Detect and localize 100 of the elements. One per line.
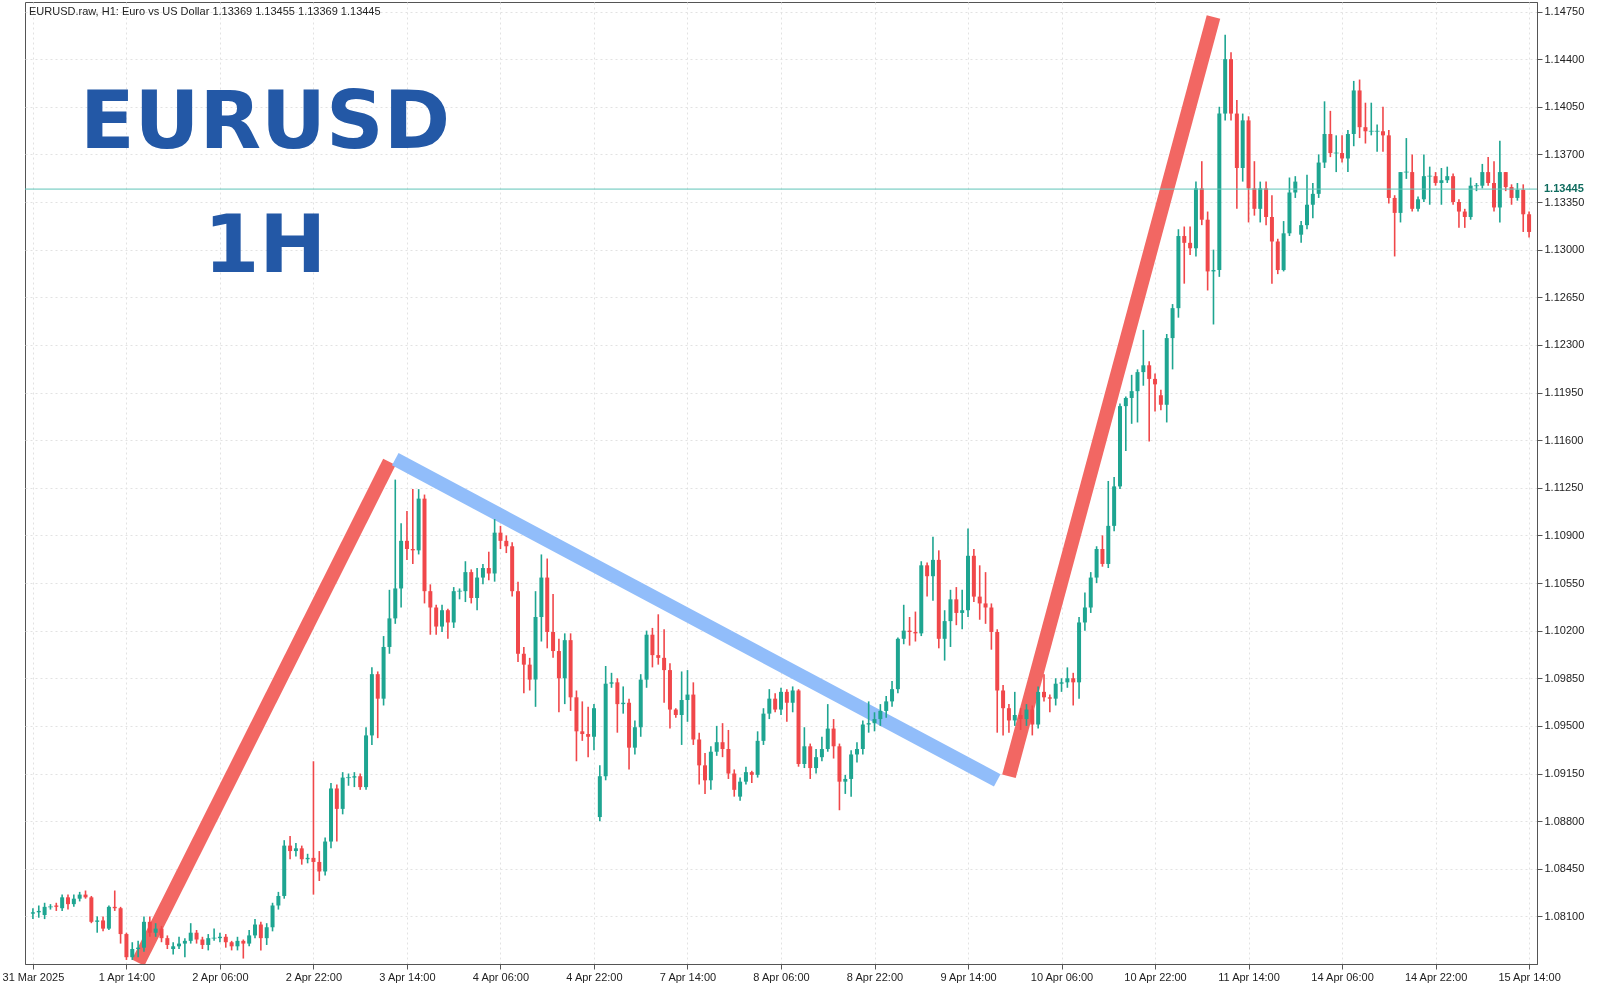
annotation: EURUSD.raw, H1: Euro vs US Dollar 1.13369 1.13455 1.13369 1.13445 <box>29 5 381 17</box>
candlestick <box>1135 368 1140 424</box>
candlestick <box>1123 395 1128 452</box>
x-tick-label: 14 Apr 22:00 <box>1404 970 1468 983</box>
x-tick-label: 15 Apr 14:00 <box>1498 970 1561 983</box>
candlestick <box>779 686 783 716</box>
x-tick-label: 2 Apr 06:00 <box>192 970 249 983</box>
candlestick <box>1456 198 1461 229</box>
y-tick-label: 1.10900 <box>1544 528 1585 541</box>
candlestick <box>738 776 743 802</box>
x-tick-label: 7 Apr 14:00 <box>659 970 717 983</box>
candlestick <box>1486 156 1491 187</box>
candlestick <box>404 510 409 561</box>
candlestick <box>1310 182 1315 220</box>
candlestick <box>211 927 217 942</box>
candlestick <box>1071 672 1076 707</box>
candlestick <box>1158 388 1163 411</box>
candlestick <box>983 571 988 625</box>
candlestick <box>171 941 176 956</box>
y-tick-label: 1.10550 <box>1544 576 1585 589</box>
candlestick <box>253 918 258 939</box>
y-tick-label: 1.14050 <box>1544 100 1585 113</box>
x-tick-label: 3 Apr 14:00 <box>379 970 436 983</box>
candlestick <box>1053 677 1058 707</box>
candlestick <box>925 561 930 598</box>
candlestick <box>498 525 503 550</box>
candlestick <box>264 922 269 946</box>
candlestick <box>1527 210 1532 239</box>
candlestick <box>30 907 35 920</box>
candlestick <box>884 695 889 719</box>
candlestick <box>527 657 532 692</box>
candlestick <box>1030 704 1035 737</box>
candlestick <box>480 563 485 586</box>
x-tick-label: 11 Apr 14:00 <box>1218 970 1280 983</box>
candlestick <box>878 703 883 727</box>
candlestick <box>311 760 316 896</box>
candlestick <box>1333 134 1339 173</box>
candlestick <box>720 722 725 758</box>
x-tick-label: 9 Apr 14:00 <box>940 970 997 983</box>
candlestick <box>334 783 339 843</box>
candlestick <box>1082 591 1087 632</box>
candlestick <box>521 646 526 695</box>
candlestick <box>288 835 293 861</box>
candlestick <box>960 589 965 631</box>
candlestick <box>825 703 830 753</box>
candlestick <box>1182 225 1187 285</box>
candlestick <box>317 850 322 882</box>
candlestick <box>1065 666 1070 689</box>
x-tick-label: 1 Apr 14:00 <box>98 970 156 983</box>
candlestick <box>463 560 468 603</box>
candlestick <box>580 700 585 742</box>
candlestick <box>831 718 836 760</box>
x-tick-label: 8 Apr 22:00 <box>846 970 904 983</box>
candlestick <box>486 550 491 582</box>
x-tick-label: 4 Apr 22:00 <box>566 970 623 983</box>
candlestick <box>106 904 111 931</box>
candlestick <box>650 627 655 669</box>
candlestick <box>428 583 433 636</box>
candlestick <box>732 768 737 798</box>
candlestick <box>814 748 819 775</box>
y-tick-label: 1.11600 <box>1544 433 1584 446</box>
x-tick-label: 8 Apr 06:00 <box>753 970 810 983</box>
candlestick <box>901 603 906 646</box>
candlestick <box>241 938 246 960</box>
candlestick <box>866 700 871 734</box>
y-tick-label: 1.08800 <box>1544 814 1585 827</box>
candlestick <box>784 688 789 723</box>
y-tick-label: 1.09850 <box>1544 671 1585 684</box>
candlestick <box>1462 208 1467 229</box>
candlestick <box>942 609 947 662</box>
candlestick <box>954 586 959 626</box>
candlestick <box>1328 110 1333 158</box>
candlestick <box>147 915 152 938</box>
candlestick <box>773 692 778 714</box>
candlestick <box>1006 703 1011 734</box>
y-tick-label: 1.14750 <box>1544 5 1585 18</box>
candlestick <box>819 735 824 763</box>
candlestick <box>586 706 591 758</box>
candlestick <box>54 901 59 912</box>
candlestick <box>475 567 480 612</box>
candlestick <box>808 742 813 780</box>
candlestick <box>890 680 895 708</box>
candlestick <box>1129 374 1134 425</box>
candlestick <box>679 670 684 746</box>
candlestick <box>1258 180 1263 224</box>
candlestick <box>714 725 719 757</box>
candlestick <box>948 589 953 648</box>
candlestick <box>662 628 667 704</box>
text: EURUSD <box>79 74 451 167</box>
candlestick <box>1392 194 1397 258</box>
candlestick <box>1340 134 1345 164</box>
candlestick <box>749 769 754 784</box>
x-tick-label: 10 Apr 22:00 <box>1124 970 1187 983</box>
candlestick <box>685 669 690 723</box>
candlestick <box>703 752 708 795</box>
candlestick <box>188 922 193 945</box>
ref-line-label: 1.13445 <box>1544 182 1584 195</box>
candlestick <box>1141 329 1146 387</box>
x-tick-label: 2 Apr 22:00 <box>285 970 343 983</box>
y-tick-label: 1.09150 <box>1544 767 1585 779</box>
